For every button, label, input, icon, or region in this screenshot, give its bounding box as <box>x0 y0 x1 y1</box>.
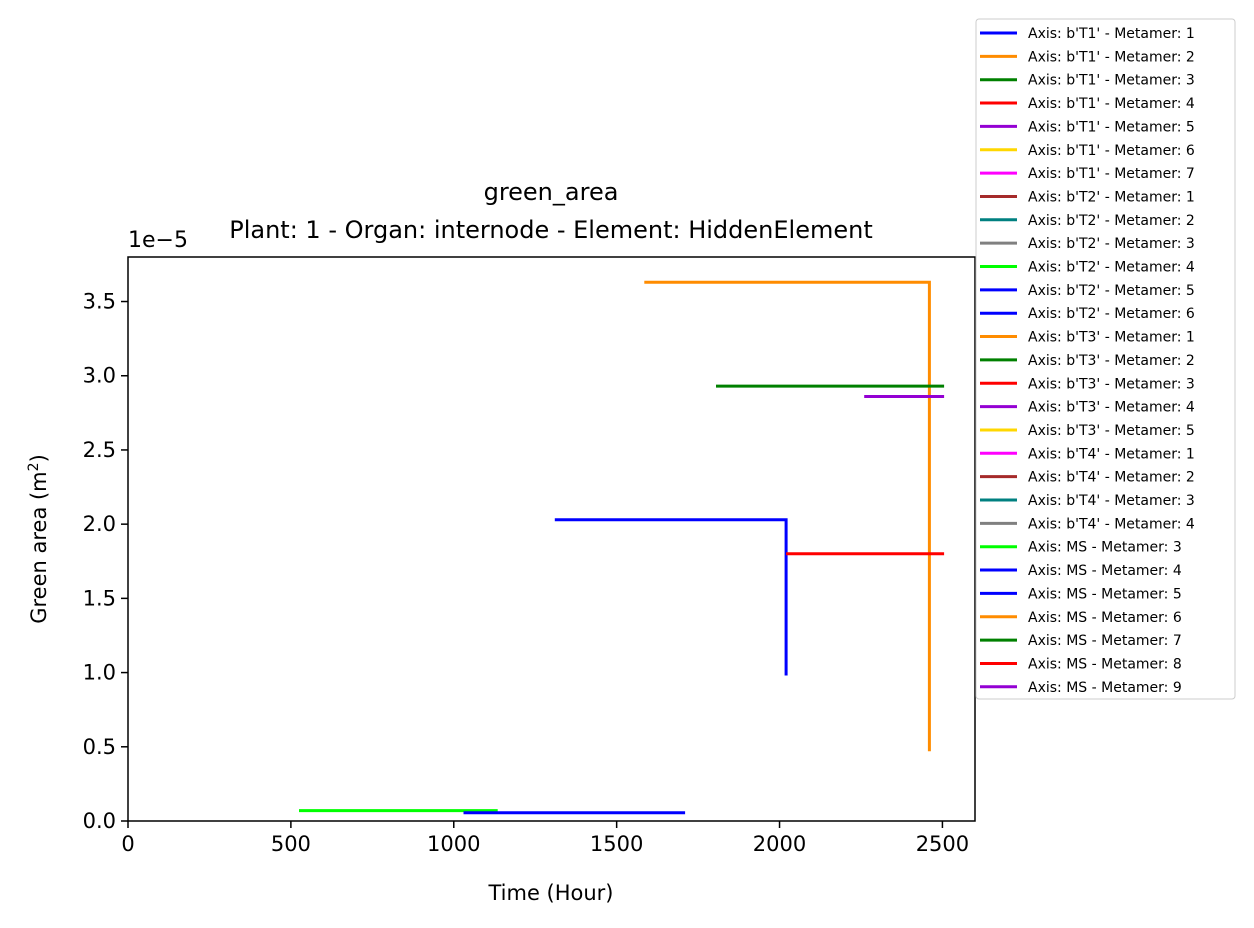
legend-entry-label: Axis: b'T1' - Metamer: 5 <box>1028 119 1195 135</box>
plot-area <box>127 256 976 822</box>
legend-entry-label: Axis: b'T2' - Metamer: 2 <box>1028 213 1195 229</box>
x-tick-label: 1500 <box>590 832 643 856</box>
legend-entry-label: Axis: MS - Metamer: 9 <box>1028 680 1182 696</box>
chart-title: green_area <box>484 178 619 206</box>
legend-box <box>975 18 1236 700</box>
x-tick-label: 500 <box>271 832 311 856</box>
legend-entry-label: Axis: b'T1' - Metamer: 1 <box>1028 26 1195 42</box>
y-tick-label: 2.0 <box>83 512 116 536</box>
legend-entry-label: Axis: MS - Metamer: 8 <box>1028 656 1182 672</box>
legend-entry-label: Axis: b'T2' - Metamer: 6 <box>1028 306 1195 322</box>
y-tick-label: 0.0 <box>83 809 116 833</box>
legend: Axis: b'T1' - Metamer: 1 Axis: b'T1' - Me… <box>975 18 1236 700</box>
series-line-25 <box>644 280 931 752</box>
y-tick-label: 3.0 <box>83 364 116 388</box>
y-tick-label: 3.5 <box>83 290 116 314</box>
legend-entry-label: Axis: b'T2' - Metamer: 4 <box>1028 260 1195 276</box>
y-tick-label: 2.5 <box>83 438 116 462</box>
legend-entry-label: Axis: b'T3' - Metamer: 3 <box>1028 376 1195 392</box>
y-axis-label-text: Green area (m <box>27 471 51 623</box>
x-axis-label: Time (Hour) <box>487 881 613 905</box>
y-axis-label: Green area (m2) <box>26 454 51 624</box>
series-line-24 <box>554 518 788 676</box>
y-axis: 0.0 0.5 1.0 1.5 2.0 2.5 3.0 3.5 <box>83 290 128 833</box>
legend-items: Axis: b'T1' - Metamer: 1 Axis: b'T1' - Me… <box>980 26 1195 696</box>
legend-entry-label: Axis: b'T4' - Metamer: 3 <box>1028 493 1195 509</box>
chart-subtitle: Plant: 1 - Organ: internode - Element: H… <box>229 216 873 244</box>
legend-entry-label: Axis: b'T4' - Metamer: 1 <box>1028 446 1195 462</box>
legend-entry-label: Axis: b'T1' - Metamer: 3 <box>1028 73 1195 89</box>
y-tick-label: 0.5 <box>83 735 116 759</box>
y-offset-text: 1e−5 <box>128 228 188 253</box>
legend-entry-label: Axis: b'T3' - Metamer: 2 <box>1028 353 1195 369</box>
legend-entry-label: Axis: b'T1' - Metamer: 2 <box>1028 49 1195 65</box>
y-axis-label-sup: 2 <box>26 462 42 471</box>
y-axis-label-close: ) <box>27 454 51 462</box>
plot-frame <box>127 256 976 822</box>
y-tick-label: 1.0 <box>83 661 116 685</box>
legend-entry-label: Axis: b'T3' - Metamer: 5 <box>1028 423 1195 439</box>
x-tick-label: 2500 <box>916 832 969 856</box>
legend-entry-label: Axis: b'T2' - Metamer: 1 <box>1028 189 1195 205</box>
legend-entry-label: Axis: b'T3' - Metamer: 1 <box>1028 330 1195 346</box>
x-axis: 0 500 1000 1500 2000 2500 <box>121 821 969 856</box>
legend-entry-label: Axis: b'T2' - Metamer: 3 <box>1028 236 1195 252</box>
legend-entry-label: Axis: b'T2' - Metamer: 5 <box>1028 283 1195 299</box>
series-layer <box>299 280 945 815</box>
legend-entry-label: Axis: b'T1' - Metamer: 7 <box>1028 166 1195 182</box>
legend-entry-label: Axis: MS - Metamer: 4 <box>1028 563 1182 579</box>
legend-entry-label: Axis: MS - Metamer: 6 <box>1028 610 1182 626</box>
plot-background <box>128 257 975 821</box>
x-tick-label: 1000 <box>427 832 480 856</box>
legend-entry-label: Axis: MS - Metamer: 3 <box>1028 540 1182 556</box>
legend-entry-label: Axis: b'T4' - Metamer: 4 <box>1028 516 1195 532</box>
x-tick-label: 0 <box>121 832 134 856</box>
legend-entry-label: Axis: b'T1' - Metamer: 6 <box>1028 143 1195 159</box>
legend-entry-label: Axis: b'T1' - Metamer: 4 <box>1028 96 1195 112</box>
legend-entry-label: Axis: b'T4' - Metamer: 2 <box>1028 470 1195 486</box>
x-tick-label: 2000 <box>753 832 806 856</box>
y-tick-label: 1.5 <box>83 586 116 610</box>
legend-entry-label: Axis: b'T3' - Metamer: 4 <box>1028 400 1195 416</box>
legend-entry-label: Axis: MS - Metamer: 5 <box>1028 586 1182 602</box>
legend-entry-label: Axis: MS - Metamer: 7 <box>1028 633 1182 649</box>
